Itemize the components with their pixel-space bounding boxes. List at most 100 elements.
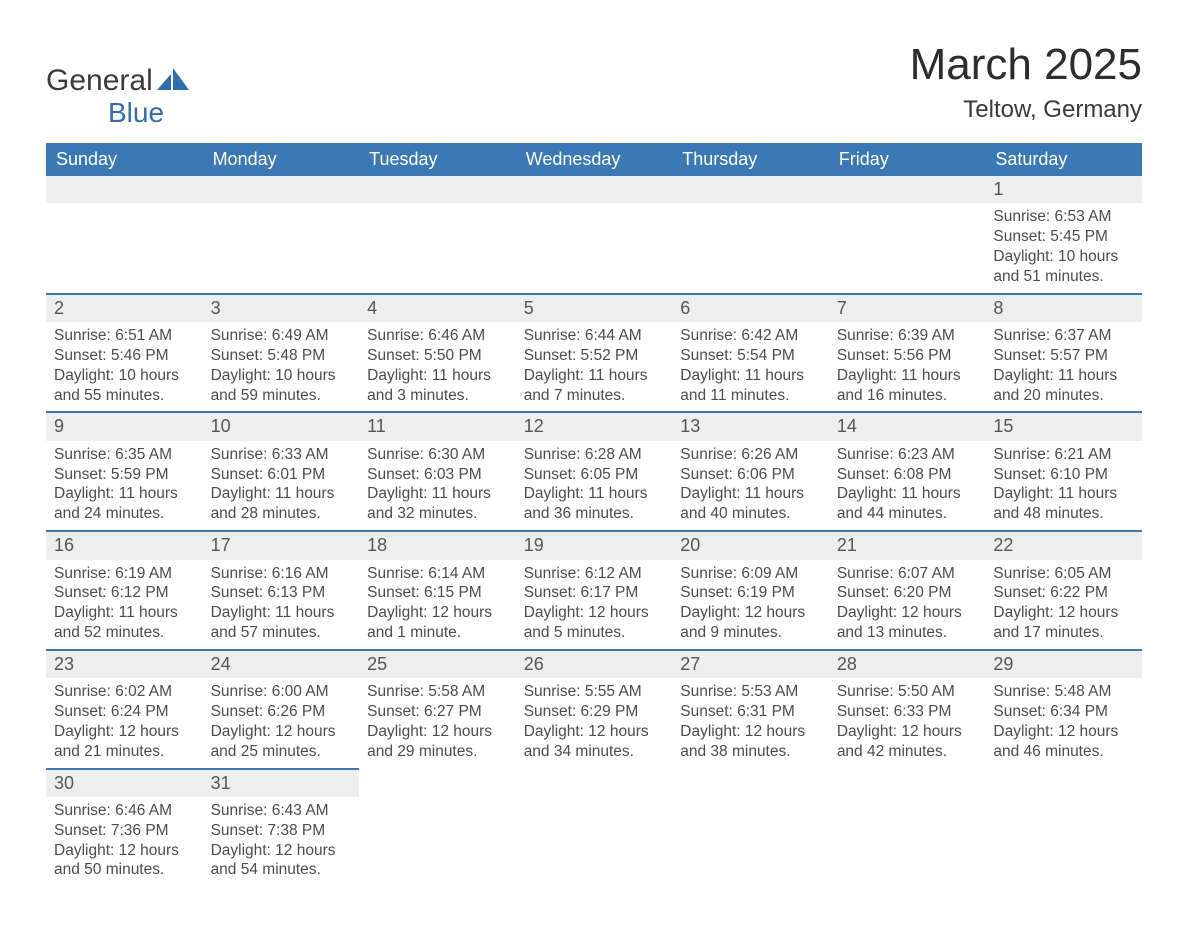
day-day2: and 16 minutes. bbox=[837, 386, 978, 406]
day-sunrise: Sunrise: 6:00 AM bbox=[211, 682, 352, 702]
day-details bbox=[672, 796, 829, 874]
day-day1: Daylight: 12 hours bbox=[367, 722, 508, 742]
day-day1: Daylight: 12 hours bbox=[993, 603, 1134, 623]
day-number: 20 bbox=[672, 532, 829, 559]
day-day1: Daylight: 12 hours bbox=[680, 722, 821, 742]
day-number: 10 bbox=[203, 413, 360, 440]
day-details: Sunrise: 6:19 AMSunset: 6:12 PMDaylight:… bbox=[46, 560, 203, 649]
day-day1: Daylight: 11 hours bbox=[837, 366, 978, 386]
day-cell bbox=[203, 176, 360, 294]
col-tuesday: Tuesday bbox=[359, 143, 516, 176]
day-cell: 13Sunrise: 6:26 AMSunset: 6:06 PMDayligh… bbox=[672, 412, 829, 531]
day-day2: and 42 minutes. bbox=[837, 742, 978, 762]
day-day2: and 59 minutes. bbox=[211, 386, 352, 406]
day-day1: Daylight: 10 hours bbox=[993, 247, 1134, 267]
day-cell: 27Sunrise: 5:53 AMSunset: 6:31 PMDayligh… bbox=[672, 650, 829, 769]
day-details: Sunrise: 6:02 AMSunset: 6:24 PMDaylight:… bbox=[46, 678, 203, 767]
day-cell: 25Sunrise: 5:58 AMSunset: 6:27 PMDayligh… bbox=[359, 650, 516, 769]
day-number bbox=[359, 769, 516, 796]
day-cell bbox=[985, 769, 1142, 887]
day-number: 17 bbox=[203, 532, 360, 559]
day-number: 7 bbox=[829, 295, 986, 322]
month-title: March 2025 bbox=[910, 40, 1142, 90]
day-sunrise: Sunrise: 6:33 AM bbox=[211, 445, 352, 465]
day-number: 21 bbox=[829, 532, 986, 559]
day-number bbox=[672, 176, 829, 203]
day-number: 2 bbox=[46, 295, 203, 322]
day-number: 31 bbox=[203, 770, 360, 797]
day-number bbox=[359, 176, 516, 203]
day-sunrise: Sunrise: 6:26 AM bbox=[680, 445, 821, 465]
day-day1: Daylight: 11 hours bbox=[367, 366, 508, 386]
day-sunset: Sunset: 6:17 PM bbox=[524, 583, 665, 603]
day-details: Sunrise: 6:26 AMSunset: 6:06 PMDaylight:… bbox=[672, 441, 829, 530]
day-number: 14 bbox=[829, 413, 986, 440]
day-day1: Daylight: 11 hours bbox=[680, 366, 821, 386]
day-day1: Daylight: 12 hours bbox=[837, 722, 978, 742]
day-details: Sunrise: 6:46 AMSunset: 5:50 PMDaylight:… bbox=[359, 322, 516, 411]
day-number: 15 bbox=[985, 413, 1142, 440]
day-details bbox=[829, 796, 986, 874]
day-details: Sunrise: 6:51 AMSunset: 5:46 PMDaylight:… bbox=[46, 322, 203, 411]
day-day2: and 44 minutes. bbox=[837, 504, 978, 524]
day-number: 16 bbox=[46, 532, 203, 559]
day-number: 8 bbox=[985, 295, 1142, 322]
day-number: 5 bbox=[516, 295, 673, 322]
day-cell: 18Sunrise: 6:14 AMSunset: 6:15 PMDayligh… bbox=[359, 531, 516, 650]
day-day1: Daylight: 12 hours bbox=[680, 603, 821, 623]
day-day1: Daylight: 11 hours bbox=[211, 603, 352, 623]
col-friday: Friday bbox=[829, 143, 986, 176]
day-sunrise: Sunrise: 6:46 AM bbox=[54, 801, 195, 821]
day-cell bbox=[829, 769, 986, 887]
day-sunset: Sunset: 6:08 PM bbox=[837, 465, 978, 485]
day-cell: 23Sunrise: 6:02 AMSunset: 6:24 PMDayligh… bbox=[46, 650, 203, 769]
day-sunrise: Sunrise: 6:02 AM bbox=[54, 682, 195, 702]
day-details: Sunrise: 6:14 AMSunset: 6:15 PMDaylight:… bbox=[359, 560, 516, 649]
day-number bbox=[985, 769, 1142, 796]
day-number: 6 bbox=[672, 295, 829, 322]
day-sunset: Sunset: 6:13 PM bbox=[211, 583, 352, 603]
day-day1: Daylight: 12 hours bbox=[211, 841, 352, 861]
col-saturday: Saturday bbox=[985, 143, 1142, 176]
day-cell: 11Sunrise: 6:30 AMSunset: 6:03 PMDayligh… bbox=[359, 412, 516, 531]
day-cell: 6Sunrise: 6:42 AMSunset: 5:54 PMDaylight… bbox=[672, 294, 829, 413]
day-cell: 24Sunrise: 6:00 AMSunset: 6:26 PMDayligh… bbox=[203, 650, 360, 769]
day-sunset: Sunset: 6:33 PM bbox=[837, 702, 978, 722]
day-day2: and 32 minutes. bbox=[367, 504, 508, 524]
day-sunrise: Sunrise: 6:09 AM bbox=[680, 564, 821, 584]
day-day2: and 38 minutes. bbox=[680, 742, 821, 762]
day-cell: 15Sunrise: 6:21 AMSunset: 6:10 PMDayligh… bbox=[985, 412, 1142, 531]
day-sunset: Sunset: 7:38 PM bbox=[211, 821, 352, 841]
day-number bbox=[516, 769, 673, 796]
day-day1: Daylight: 10 hours bbox=[211, 366, 352, 386]
day-details: Sunrise: 6:33 AMSunset: 6:01 PMDaylight:… bbox=[203, 441, 360, 530]
day-number: 27 bbox=[672, 651, 829, 678]
day-day1: Daylight: 11 hours bbox=[993, 366, 1134, 386]
day-cell bbox=[359, 769, 516, 887]
day-details: Sunrise: 5:48 AMSunset: 6:34 PMDaylight:… bbox=[985, 678, 1142, 767]
col-monday: Monday bbox=[203, 143, 360, 176]
day-details: Sunrise: 5:55 AMSunset: 6:29 PMDaylight:… bbox=[516, 678, 673, 767]
day-details: Sunrise: 6:42 AMSunset: 5:54 PMDaylight:… bbox=[672, 322, 829, 411]
day-number bbox=[516, 176, 673, 203]
day-day2: and 50 minutes. bbox=[54, 860, 195, 880]
day-day2: and 13 minutes. bbox=[837, 623, 978, 643]
day-sunrise: Sunrise: 6:42 AM bbox=[680, 326, 821, 346]
day-day2: and 5 minutes. bbox=[524, 623, 665, 643]
day-day1: Daylight: 11 hours bbox=[524, 366, 665, 386]
day-details: Sunrise: 6:23 AMSunset: 6:08 PMDaylight:… bbox=[829, 441, 986, 530]
header: General Blue March 2025 Teltow, Germany bbox=[46, 40, 1142, 129]
day-day1: Daylight: 11 hours bbox=[54, 484, 195, 504]
day-day2: and 21 minutes. bbox=[54, 742, 195, 762]
day-number: 18 bbox=[359, 532, 516, 559]
day-details bbox=[359, 203, 516, 281]
day-cell: 22Sunrise: 6:05 AMSunset: 6:22 PMDayligh… bbox=[985, 531, 1142, 650]
day-number: 30 bbox=[46, 770, 203, 797]
day-cell: 30Sunrise: 6:46 AMSunset: 7:36 PMDayligh… bbox=[46, 769, 203, 887]
day-day2: and 36 minutes. bbox=[524, 504, 665, 524]
day-cell: 3Sunrise: 6:49 AMSunset: 5:48 PMDaylight… bbox=[203, 294, 360, 413]
day-details bbox=[672, 203, 829, 281]
day-day2: and 17 minutes. bbox=[993, 623, 1134, 643]
day-day1: Daylight: 11 hours bbox=[993, 484, 1134, 504]
calendar-body: 1Sunrise: 6:53 AMSunset: 5:45 PMDaylight… bbox=[46, 176, 1142, 886]
